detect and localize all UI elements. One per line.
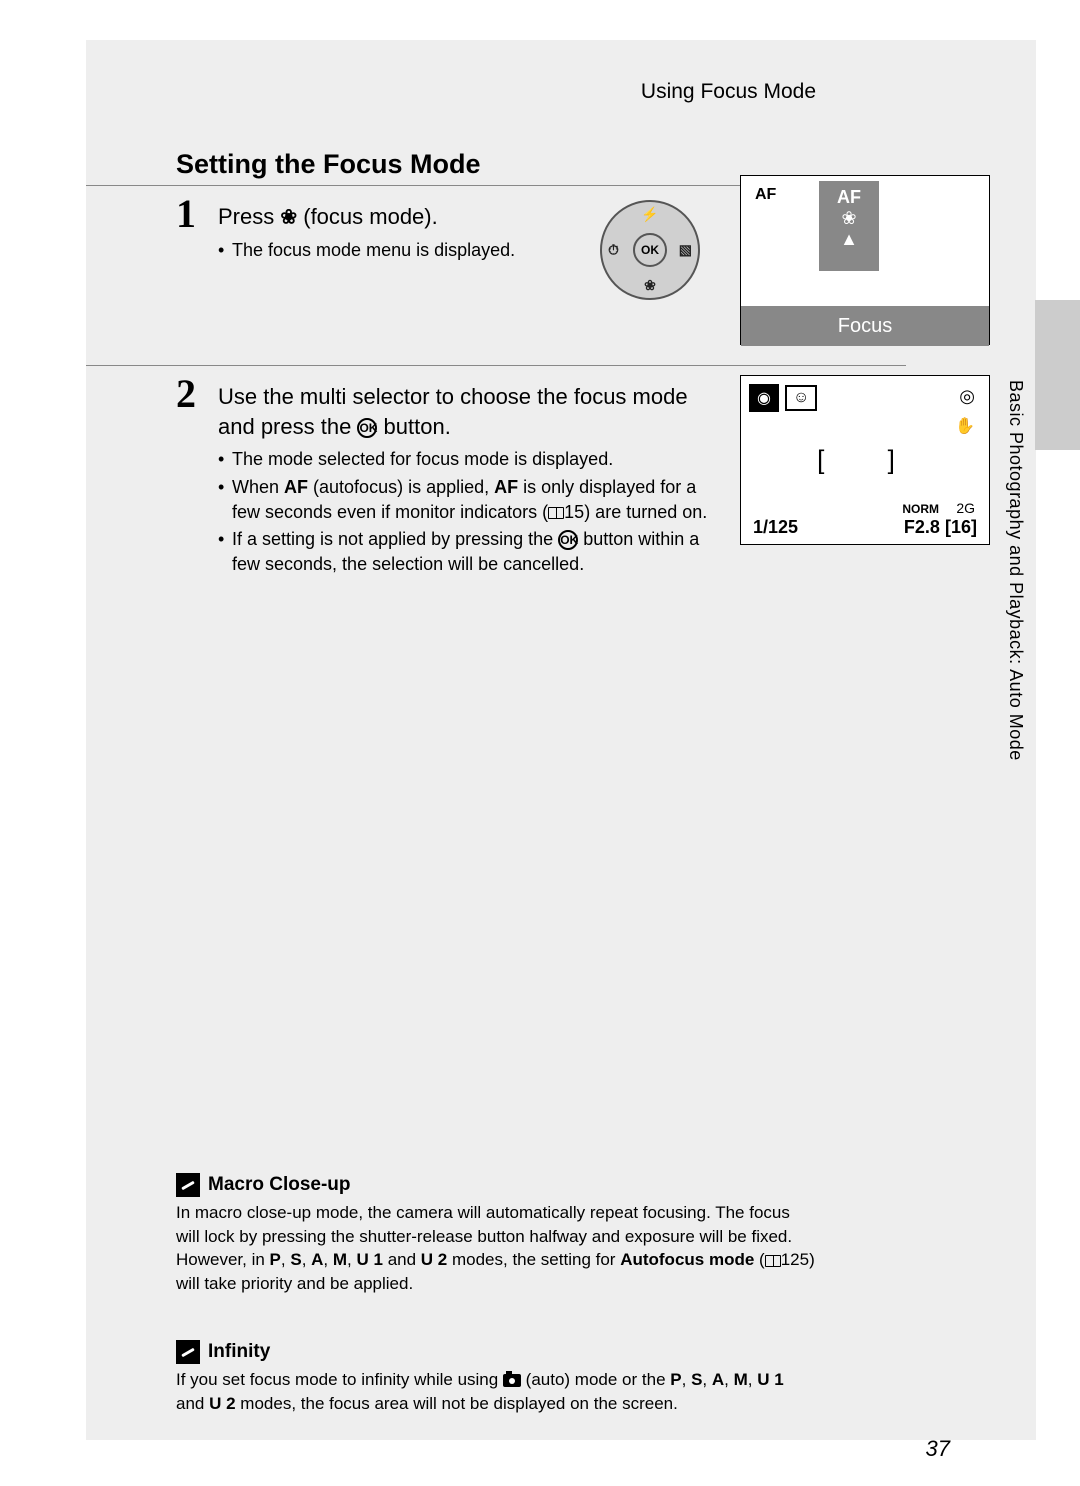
note-macro-line1: In macro close-up mode, the camera will … xyxy=(176,1203,792,1246)
mode-u1: U 1 xyxy=(757,1370,783,1389)
note-macro: Macro Close-up In macro close-up mode, t… xyxy=(86,1173,906,1296)
s2b3-p1: If a setting is not applied by pressing … xyxy=(232,529,558,549)
note-inf-l1a: If you set focus mode to infinity while … xyxy=(176,1370,503,1389)
step-1-heading: Press ❀ (focus mode). xyxy=(218,198,618,232)
lcd-smile-icon: ☺ xyxy=(785,385,817,411)
book-icon xyxy=(765,1255,781,1267)
step-1-number: 1 xyxy=(176,190,196,237)
note-macro-l2a: However, in xyxy=(176,1250,270,1269)
step-2-head-post: button. xyxy=(377,414,450,439)
focus-option-infinity-icon: ▲ xyxy=(840,229,858,250)
lcd-card-label: 2G xyxy=(956,500,975,516)
lcd-shutter: 1/125 xyxy=(753,517,798,538)
focus-option-af: AF xyxy=(837,187,861,208)
step-2-head-pre: Use the multi selector to choose the foc… xyxy=(218,384,688,439)
step-2-bullet-1: The mode selected for focus mode is disp… xyxy=(218,447,708,472)
lcd-camera-icon: ◉ xyxy=(749,384,779,412)
mode-p: P xyxy=(270,1250,281,1269)
s2b2-ref: 15 xyxy=(564,502,584,522)
autofocus-mode-label: Autofocus mode xyxy=(620,1250,754,1269)
focus-menu-caption: Focus xyxy=(741,306,989,346)
pencil-icon xyxy=(176,1173,200,1197)
step-2-number: 2 xyxy=(176,370,196,417)
mode-u2: U 2 xyxy=(421,1250,447,1269)
mode-u2: U 2 xyxy=(209,1394,235,1413)
ok-icon: OK xyxy=(558,530,578,550)
note-macro-title: Macro Close-up xyxy=(208,1174,351,1196)
step-2-bullet-3: If a setting is not applied by pressing … xyxy=(218,527,708,577)
mode-u1: U 1 xyxy=(357,1250,383,1269)
note-macro-ref: 125 xyxy=(781,1250,809,1269)
mode-p: P xyxy=(670,1370,681,1389)
focus-menu-figure: AF AF ❀ ▲ Focus xyxy=(740,175,990,345)
mode-s: S xyxy=(290,1250,301,1269)
mode-m: M xyxy=(333,1250,347,1269)
step-1-head-post: (focus mode). xyxy=(297,204,438,229)
mode-m: M xyxy=(734,1370,748,1389)
lcd-shots-val: 16 xyxy=(951,517,971,537)
lcd-shots-post: ] xyxy=(971,517,977,537)
ok-icon: OK xyxy=(357,418,377,438)
lcd-shots: [16] xyxy=(945,517,977,537)
focus-option-macro-icon: ❀ xyxy=(841,208,856,229)
s2b2-p4: ) are turned on. xyxy=(584,502,707,522)
page-number: 37 xyxy=(926,1436,950,1462)
selector-right-icon: ▧ xyxy=(679,242,692,259)
lcd-focus-brackets: [ ] xyxy=(807,445,923,476)
s2b2-p2: (autofocus) is applied, xyxy=(308,477,494,497)
step-2-heading: Use the multi selector to choose the foc… xyxy=(218,378,708,441)
lcd-sun-icon: ◎ xyxy=(959,386,975,407)
step-2-bullet-2: When AF (autofocus) is applied, AF is on… xyxy=(218,475,708,525)
selector-up-icon: ⚡ xyxy=(641,206,658,223)
note-infinity: Infinity If you set focus mode to infini… xyxy=(86,1340,906,1416)
chapter-tab xyxy=(1035,300,1080,450)
note-inf-l1c: modes, the focus area will not be displa… xyxy=(240,1394,678,1413)
lcd-norm-label: NORM xyxy=(902,502,939,516)
multi-selector-figure: ⚡ ❀ ⏱ ▧ OK xyxy=(600,200,700,300)
step-1-head-pre: Press xyxy=(218,204,280,229)
selector-down-icon: ❀ xyxy=(644,277,656,294)
mode-s: S xyxy=(691,1370,702,1389)
selector-left-icon: ⏱ xyxy=(608,242,619,259)
note-macro-l2c: ( xyxy=(759,1250,765,1269)
chapter-side-label: Basic Photography and Playback: Auto Mod… xyxy=(1005,380,1026,761)
step-1-bullet-1: The focus mode menu is displayed. xyxy=(218,238,618,263)
flower-icon: ❀ xyxy=(280,207,297,229)
page-header: Using Focus Mode xyxy=(86,40,906,104)
note-infinity-title: Infinity xyxy=(208,1341,270,1363)
mode-a: A xyxy=(712,1370,724,1389)
camera-icon xyxy=(503,1374,521,1387)
section-title: Setting the Focus Mode xyxy=(86,104,816,186)
mode-a: A xyxy=(311,1250,323,1269)
focus-selection-box: AF ❀ ▲ xyxy=(819,181,879,271)
selector-ok-icon: OK xyxy=(633,233,667,267)
pencil-icon xyxy=(176,1340,200,1364)
af-icon: AF xyxy=(284,475,308,500)
note-inf-l1b: (auto) mode or the xyxy=(521,1370,670,1389)
s2b2-p1: When xyxy=(232,477,284,497)
note-macro-l2b: modes, the setting for xyxy=(452,1250,620,1269)
lcd-hand-icon: ✋ xyxy=(955,416,975,436)
lcd-aperture: F2.8 xyxy=(904,517,940,537)
af-icon: AF xyxy=(494,475,518,500)
lcd-figure: ◉ ☺ ◎ ✋ [ ] NORM 2G 1/125 F2.8 [16] xyxy=(740,375,990,545)
book-icon xyxy=(548,507,564,519)
focus-af-label: AF xyxy=(755,186,776,204)
